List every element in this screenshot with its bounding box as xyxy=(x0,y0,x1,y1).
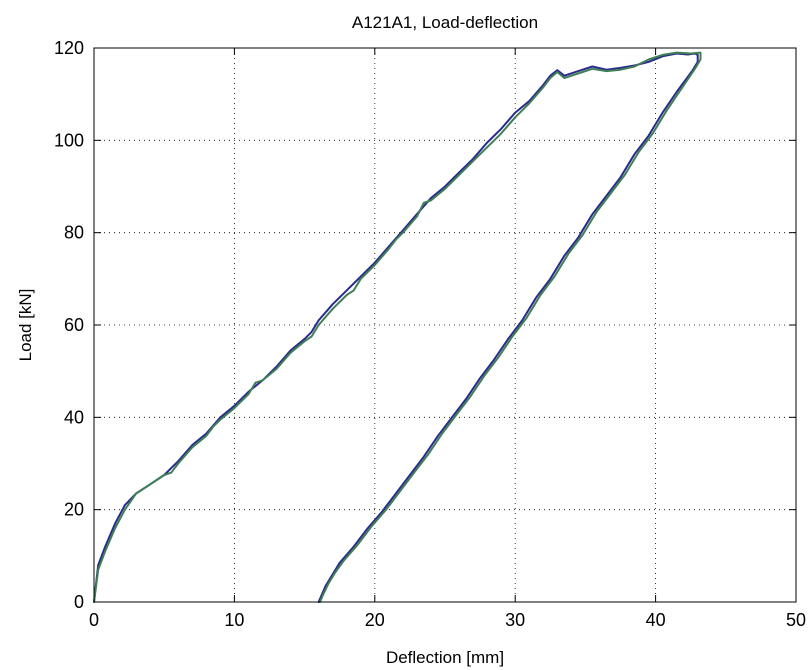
tick-labels: 0 10 20 30 40 50 0 20 40 60 80 100 120 xyxy=(54,38,806,630)
x-tick-label: 30 xyxy=(505,610,525,630)
y-tick-label: 100 xyxy=(54,130,84,150)
y-tick-label: 60 xyxy=(64,315,84,335)
y-tick-label: 0 xyxy=(74,592,84,612)
series-line-1 xyxy=(93,52,699,603)
y-tick-label: 120 xyxy=(54,38,84,58)
series-line-2 xyxy=(93,51,702,603)
x-tick-label: 20 xyxy=(365,610,385,630)
grid xyxy=(94,48,796,602)
x-tick-label: 10 xyxy=(224,610,244,630)
y-tick-label: 40 xyxy=(64,407,84,427)
plot-frame xyxy=(93,47,797,603)
x-tick-label: 50 xyxy=(786,610,806,630)
y-tick-label: 80 xyxy=(64,223,84,243)
y-tick-label: 20 xyxy=(64,500,84,520)
series-group xyxy=(93,51,702,603)
x-tick-label: 40 xyxy=(646,610,666,630)
x-tick-label: 0 xyxy=(89,610,99,630)
x-axis-label: Deflection [mm] xyxy=(386,648,504,667)
y-axis-label: Load [kN] xyxy=(16,289,35,362)
chart-title: A121A1, Load-deflection xyxy=(352,13,538,32)
